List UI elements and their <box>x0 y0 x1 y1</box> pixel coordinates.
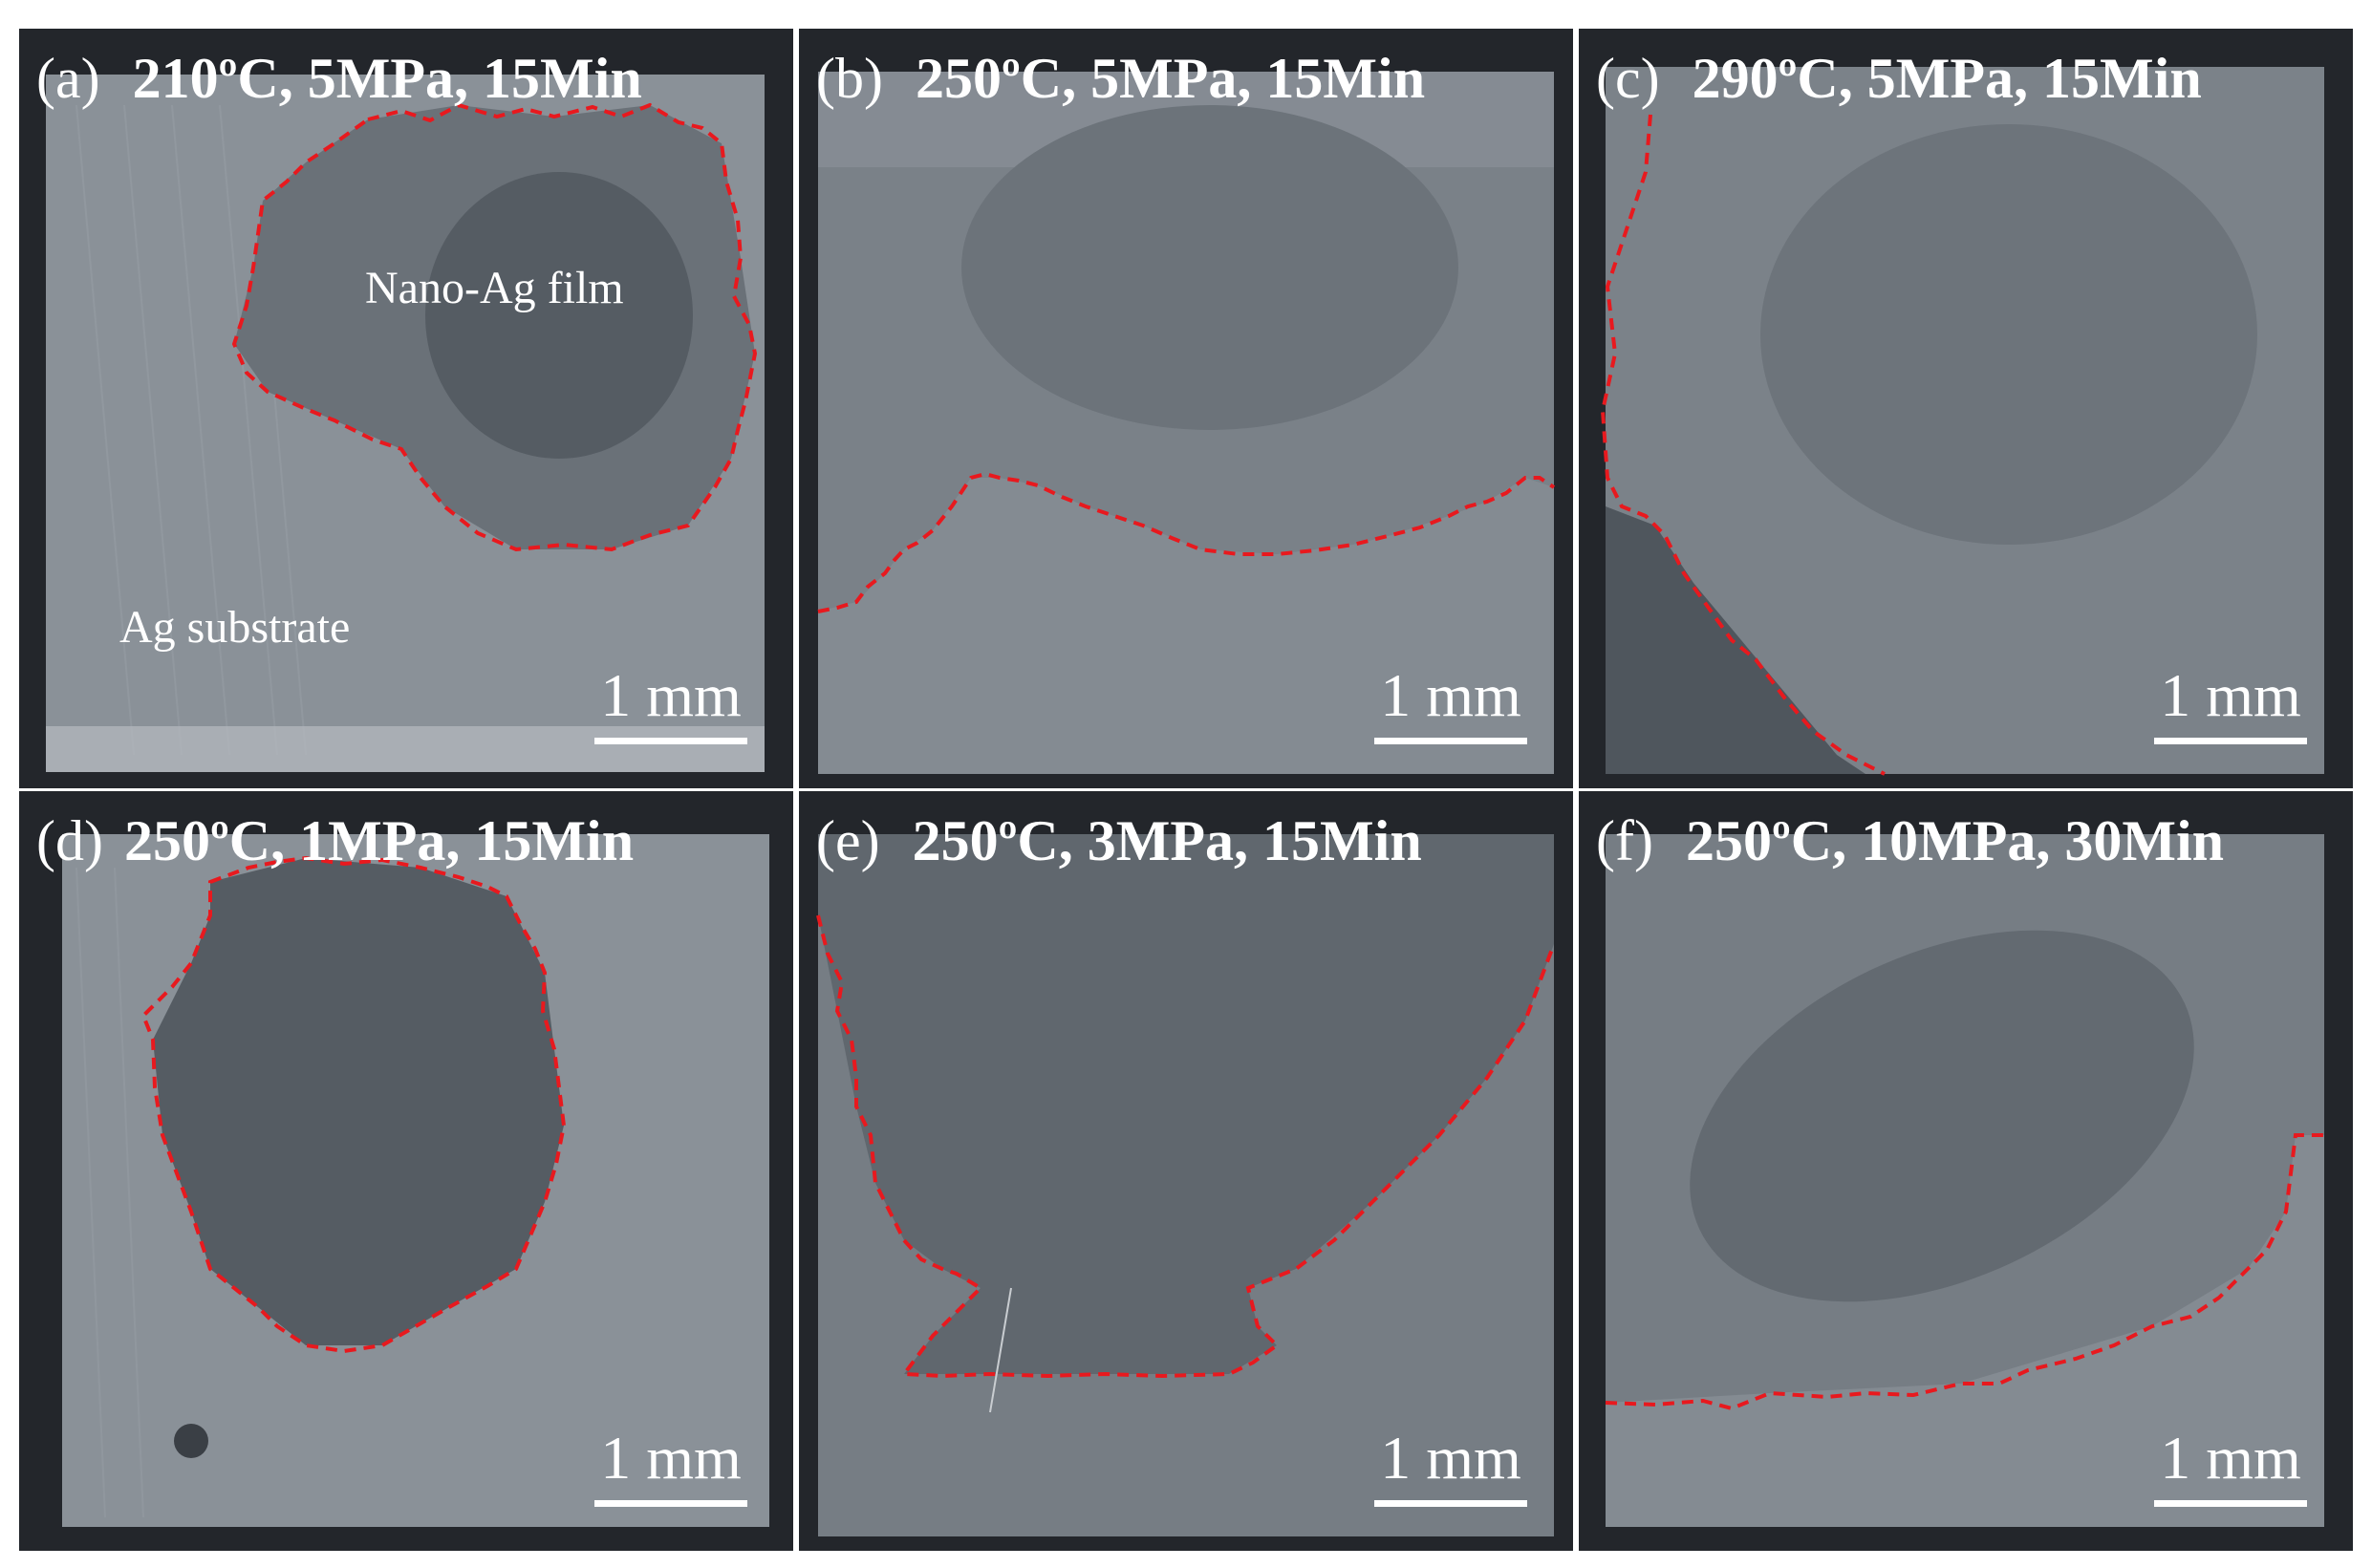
time: 15Min <box>2042 47 2202 110</box>
temperature: 210ºC, <box>132 47 293 110</box>
panel-letter: (d) <box>36 809 103 872</box>
temperature: 290ºC, <box>1692 47 1853 110</box>
scale-label: 1 mm <box>600 661 742 729</box>
scale-bar-d: 1 mm <box>594 1428 747 1507</box>
scale-label: 1 mm <box>2160 661 2301 729</box>
pressure: 5MPa, <box>1090 47 1252 110</box>
scale-line <box>594 1500 747 1507</box>
panel-d: (d) 250ºC, 1MPa, 15Min 1 mm <box>19 791 793 1551</box>
panel-a: (a) 210ºC, 5MPa, 15Min Nano-Ag film Ag su… <box>19 29 793 788</box>
scale-label: 1 mm <box>1380 1424 1521 1492</box>
temperature: 250ºC, <box>915 47 1077 110</box>
panel-label-c: (c) 290ºC, 5MPa, 15Min <box>1596 50 2202 107</box>
panel-label-f: (f) 250ºC, 10MPa, 30Min <box>1596 812 2224 870</box>
panel-e: (e) 250ºC, 3MPa, 15Min 1 mm <box>799 791 1573 1551</box>
panel-letter: (f) <box>1596 809 1653 872</box>
time: 15Min <box>474 809 635 872</box>
panel-label-d: (d) 250ºC, 1MPa, 15Min <box>36 812 634 870</box>
temperature: 250ºC, <box>912 809 1073 872</box>
panel-f: (f) 250ºC, 10MPa, 30Min 1 mm <box>1579 791 2353 1551</box>
pressure: 5MPa, <box>307 47 469 110</box>
panel-letter: (b) <box>816 47 883 110</box>
scale-line <box>2154 1500 2307 1507</box>
scale-line <box>594 738 747 744</box>
micrograph-image-c <box>1579 29 2353 788</box>
pressure: 5MPa, <box>1866 47 2029 110</box>
scale-bar-a: 1 mm <box>594 665 747 744</box>
panel-label-a: (a) 210ºC, 5MPa, 15Min <box>36 50 642 107</box>
panel-label-b: (b) 250ºC, 5MPa, 15Min <box>816 50 1425 107</box>
pressure: 10MPa, <box>1861 809 2051 872</box>
nano-ag-film-label: Nano-Ag film <box>365 263 624 313</box>
panel-label-e: (e) 250ºC, 3MPa, 15Min <box>816 812 1422 870</box>
panel-b: (b) 250ºC, 5MPa, 15Min 1 mm <box>799 29 1573 788</box>
scale-line <box>2154 738 2307 744</box>
pressure: 1MPa, <box>299 809 461 872</box>
micrograph-figure: (a) 210ºC, 5MPa, 15Min Nano-Ag film Ag su… <box>19 29 2353 1551</box>
micrograph-image-a <box>19 29 793 788</box>
scale-line <box>1374 738 1527 744</box>
time: 15Min <box>1262 809 1422 872</box>
scale-bar-f: 1 mm <box>2154 1428 2307 1507</box>
scale-bar-e: 1 mm <box>1374 1428 1527 1507</box>
scale-label: 1 mm <box>600 1424 742 1492</box>
scale-line <box>1374 1500 1527 1507</box>
micrograph-image-e <box>799 791 1573 1551</box>
panel-letter: (c) <box>1596 47 1660 110</box>
scale-label: 1 mm <box>2160 1424 2301 1492</box>
scale-bar-b: 1 mm <box>1374 665 1527 744</box>
panel-c: (c) 290ºC, 5MPa, 15Min 1 mm <box>1579 29 2353 788</box>
micrograph-image-b <box>799 29 1573 788</box>
pressure: 3MPa, <box>1087 809 1249 872</box>
temperature: 250ºC, <box>1685 809 1847 872</box>
scale-label: 1 mm <box>1380 661 1521 729</box>
time: 15Min <box>1265 47 1426 110</box>
panel-letter: (e) <box>816 809 880 872</box>
temperature: 250ºC, <box>123 809 286 872</box>
scale-bar-c: 1 mm <box>2154 665 2307 744</box>
ag-substrate-label: Ag substrate <box>119 602 351 653</box>
micrograph-image-d <box>19 791 793 1551</box>
time: 30Min <box>2064 809 2225 872</box>
panel-letter: (a) <box>36 47 100 110</box>
time: 15Min <box>483 47 642 110</box>
micrograph-image-f <box>1579 791 2353 1551</box>
